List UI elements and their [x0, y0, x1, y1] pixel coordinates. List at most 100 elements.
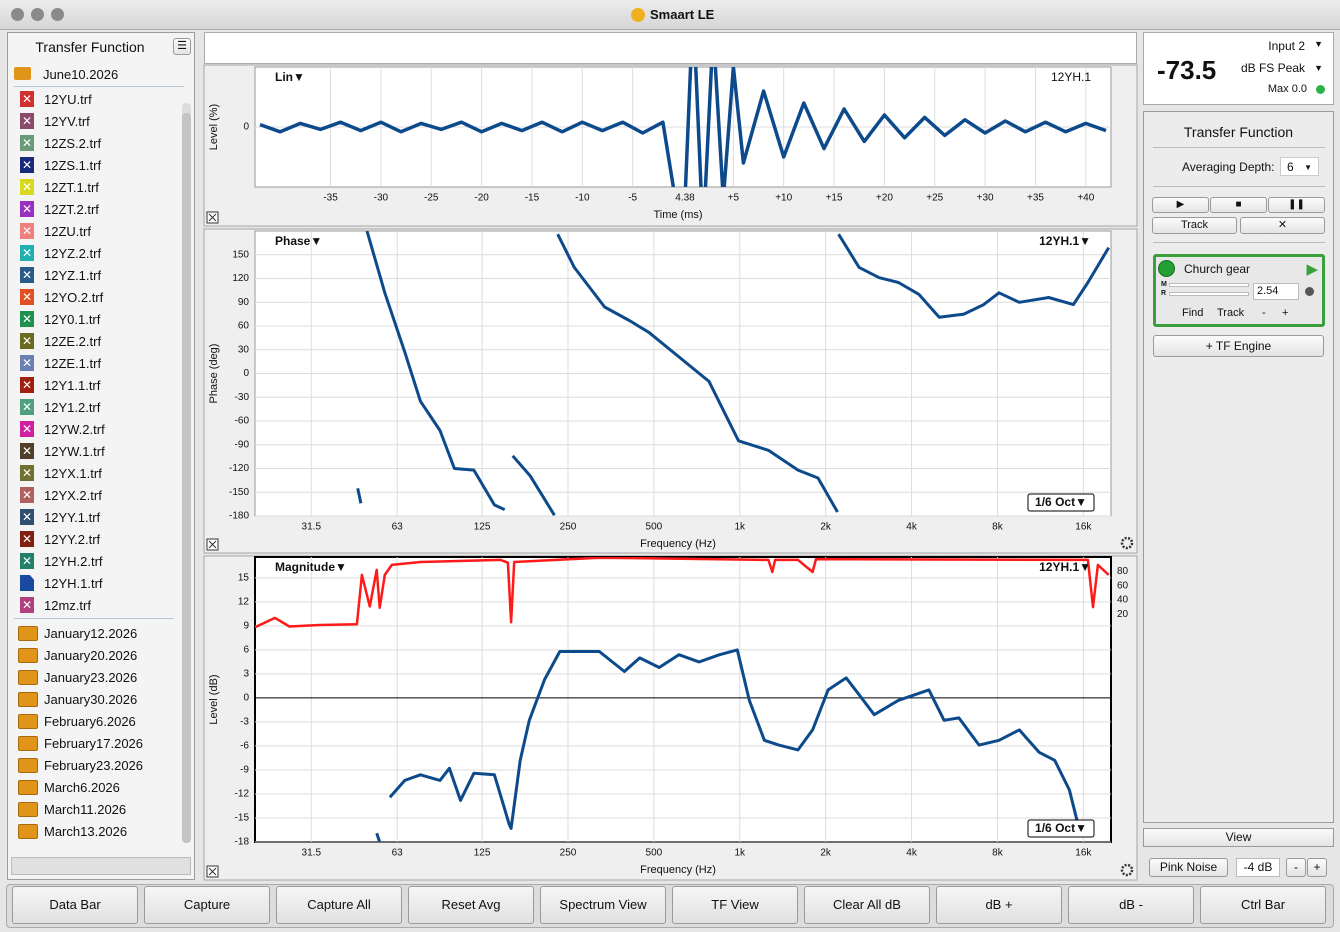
- folder-icon: [18, 824, 38, 839]
- file-name[interactable]: 12ZS.2.trf: [44, 136, 102, 151]
- tools-button[interactable]: ✕: [1240, 217, 1325, 234]
- minimize-button[interactable]: [31, 8, 44, 21]
- averaging-select[interactable]: 6 ▼: [1280, 157, 1319, 176]
- file-name[interactable]: 12ZT.1.trf: [44, 180, 99, 195]
- level-plus[interactable]: +: [1307, 858, 1327, 877]
- view-button[interactable]: View: [1143, 828, 1334, 847]
- file-name[interactable]: 12YO.2.trf: [44, 290, 104, 305]
- file-icon: ✕: [20, 113, 34, 129]
- play-button[interactable]: ▶: [1152, 197, 1209, 213]
- delay-field[interactable]: 2.54: [1253, 283, 1299, 300]
- toolbar-button[interactable]: dB +: [936, 886, 1062, 924]
- folder-name[interactable]: February23.2026: [44, 758, 144, 773]
- toolbar-button[interactable]: Data Bar: [12, 886, 138, 924]
- level-minus[interactable]: -: [1286, 858, 1306, 877]
- menu-button[interactable]: ☰: [173, 38, 191, 55]
- x-tick-label: 4k: [906, 522, 918, 533]
- generator-level[interactable]: -4 dB: [1236, 858, 1280, 877]
- pause-button[interactable]: ❚❚: [1268, 197, 1325, 213]
- toolbar-button[interactable]: Reset Avg: [408, 886, 534, 924]
- status-dot: [1316, 85, 1325, 94]
- x-tick-label: +15: [826, 193, 843, 204]
- x-axis-label: Frequency (Hz): [640, 864, 716, 876]
- file-icon: ✕: [20, 443, 34, 459]
- file-name[interactable]: 12Y1.1.trf: [44, 378, 101, 393]
- toolbar-button[interactable]: Ctrl Bar: [1200, 886, 1326, 924]
- folder-name[interactable]: January30.2026: [44, 692, 138, 707]
- toolbar-button[interactable]: Capture All: [276, 886, 402, 924]
- add-engine-button[interactable]: + TF Engine: [1153, 335, 1324, 357]
- toolbar-button[interactable]: Capture: [144, 886, 270, 924]
- toolbar-button[interactable]: Clear All dB: [804, 886, 930, 924]
- engine-box[interactable]: Church gear ▶ M R 2.54 Find Track - +: [1153, 254, 1325, 327]
- engine-status[interactable]: [1158, 260, 1175, 277]
- file-name[interactable]: 12Y0.1.trf: [44, 312, 101, 327]
- file-name[interactable]: 12YV.trf: [44, 114, 90, 129]
- file-name[interactable]: 12ZS.1.trf: [44, 158, 102, 173]
- toolbar-button[interactable]: TF View: [672, 886, 798, 924]
- file-name[interactable]: 12Y1.2.trf: [44, 400, 101, 415]
- settings-gear: [1120, 863, 1134, 877]
- meter-r-label: R: [1161, 290, 1167, 297]
- folder-name[interactable]: January12.2026: [44, 626, 138, 641]
- folder-icon: [18, 780, 38, 795]
- find-button[interactable]: Find: [1182, 307, 1204, 319]
- zoom-button[interactable]: [51, 8, 64, 21]
- file-name[interactable]: 12YY.1.trf: [44, 510, 101, 525]
- trace: [375, 648, 1079, 842]
- file-icon: ✕: [20, 531, 34, 547]
- separator: [14, 86, 184, 87]
- file-name[interactable]: 12ZU.trf: [44, 224, 91, 239]
- open-folder[interactable]: June10.2026: [43, 67, 119, 82]
- separator: [14, 618, 174, 619]
- y-tick-label: 0: [243, 368, 249, 379]
- file-name[interactable]: 12YZ.1.trf: [44, 268, 102, 283]
- file-name[interactable]: 12ZE.2.trf: [44, 334, 102, 349]
- engine-play[interactable]: ▶: [1306, 261, 1318, 278]
- file-name[interactable]: 12YX.1.trf: [44, 466, 102, 481]
- y-tick-label: 3: [243, 669, 249, 680]
- file-name[interactable]: 12YZ.2.trf: [44, 246, 102, 261]
- toolbar-button[interactable]: Spectrum View: [540, 886, 666, 924]
- file-name[interactable]: 12ZT.2.trf: [44, 202, 99, 217]
- folder-name[interactable]: February6.2026: [44, 714, 136, 729]
- file-name[interactable]: 12mz.trf: [44, 598, 91, 613]
- stop-button[interactable]: ■: [1210, 197, 1267, 213]
- delay-minus[interactable]: -: [1262, 307, 1266, 319]
- close-box: [206, 865, 219, 878]
- folder-name[interactable]: January23.2026: [44, 670, 138, 685]
- file-name[interactable]: 12YH.2.trf: [44, 554, 103, 569]
- toolbar-button[interactable]: dB -: [1068, 886, 1194, 924]
- smoothing-box: [1027, 493, 1095, 512]
- file-name[interactable]: 12YY.2.trf: [44, 532, 101, 547]
- separator: [1153, 186, 1325, 187]
- trace-label: 12YH.1▼: [1039, 234, 1091, 248]
- input-select[interactable]: Input 2: [1268, 39, 1305, 53]
- file-name[interactable]: 12YX.2.trf: [44, 488, 102, 503]
- folder-name[interactable]: March6.2026: [44, 780, 120, 795]
- track-delay-button[interactable]: Track: [1217, 307, 1245, 319]
- file-name[interactable]: 12YW.2.trf: [44, 422, 105, 437]
- x-tick-label: 500: [646, 522, 663, 533]
- file-name[interactable]: 12YW.1.trf: [44, 444, 105, 459]
- control-panel: Transfer Function Averaging Depth: 6 ▼ ▶ …: [1143, 111, 1334, 823]
- generator-button[interactable]: Pink Noise: [1149, 858, 1228, 877]
- x-tick-label: 500: [646, 848, 663, 859]
- folder-name[interactable]: February17.2026: [44, 736, 144, 751]
- unit-select[interactable]: dB FS Peak: [1240, 61, 1305, 75]
- close-button[interactable]: [11, 8, 24, 21]
- trace-label: 12YH.1▼: [1039, 560, 1091, 574]
- file-name[interactable]: 12YH.1.trf: [44, 576, 103, 591]
- delay-plus[interactable]: +: [1282, 307, 1289, 319]
- folder-name[interactable]: March13.2026: [44, 824, 128, 839]
- panel: [203, 228, 1138, 554]
- file-name[interactable]: 12ZE.1.trf: [44, 356, 102, 371]
- folder-name[interactable]: March11.2026: [44, 802, 127, 817]
- x-tick-label: 31.5: [302, 522, 322, 533]
- folder-name[interactable]: January20.2026: [44, 648, 138, 663]
- file-name[interactable]: 12YU.trf: [44, 92, 92, 107]
- x-tick-label: +40: [1077, 193, 1094, 204]
- track-button[interactable]: Track: [1152, 217, 1237, 234]
- averaging-label: Averaging Depth:: [1182, 160, 1275, 174]
